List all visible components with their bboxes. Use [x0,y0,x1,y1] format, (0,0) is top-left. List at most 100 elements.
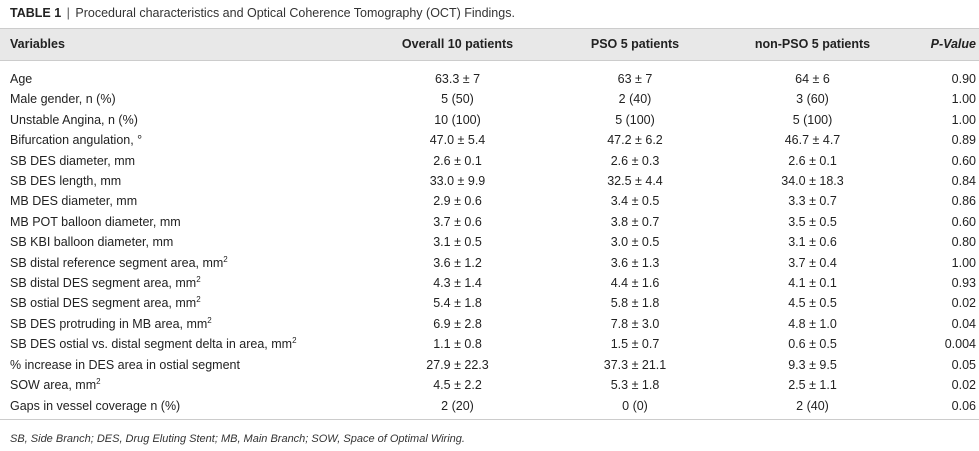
cell-p-value: 1.00 [951,92,976,107]
cell-variable: Age [0,61,350,90]
unit-superscript: 2 [207,315,212,325]
cell-pso: 3.6 ± 1.3 [610,255,660,270]
cell-non-pso: 3.1 ± 0.6 [788,235,837,250]
variable-label: Gaps in vessel coverage n (%) [10,398,181,413]
cell-variable: SB DES ostial vs. distal segment delta i… [0,334,350,354]
variable-label: Male gender, n (%) [10,92,116,107]
cell-non-pso: 4.8 ± 1.0 [788,316,837,331]
unit-superscript: 2 [196,295,201,305]
cell-p-value: 0.04 [951,316,976,331]
cell-non-pso: 64 ± 6 [795,72,830,86]
cell-p-value: 0.93 [951,276,976,291]
cell-p-value: 1.00 [951,112,976,127]
header-non-pso: non-PSO 5 patients [754,37,871,51]
cell-p-value: 0.004 [944,337,976,352]
variable-label: SB DES protruding in MB area, mm [10,316,208,331]
cell-p-value: 0.84 [951,174,976,189]
cell-variable: SB distal reference segment area, mm2 [0,253,350,273]
variable-label: SB DES diameter, mm [10,153,136,168]
cell-variable: SB DES diameter, mm [0,151,350,171]
cell-pso: 5 (100) [615,112,655,127]
table-row: % increase in DES area in ostial segment… [0,355,979,375]
cell-pso: 2 (40) [618,92,652,107]
cell-overall: 5.4 ± 1.8 [433,296,482,311]
cell-variable: SOW area, mm2 [0,375,350,395]
cell-variable: % increase in DES area in ostial segment [0,355,350,375]
cell-p-value: 0.05 [951,357,976,372]
cell-overall: 2.9 ± 0.6 [433,194,482,209]
variable-label: SB ostial DES segment area, mm [10,296,197,311]
table-row: SB ostial DES segment area, mm2 5.4 ± 1.8… [0,293,979,313]
cell-variable: SB ostial DES segment area, mm2 [0,293,350,313]
cell-p-value: 0.06 [920,395,979,420]
caption-text: Procedural characteristics and Optical C… [75,6,515,20]
cell-non-pso: 0.6 ± 0.5 [788,337,837,352]
cell-pso: 32.5 ± 4.4 [607,174,663,189]
cell-non-pso: 46.7 ± 4.7 [784,133,841,148]
cell-pso: 3.0 ± 0.5 [610,235,660,250]
cell-overall: 3.6 ± 1.2 [433,255,482,270]
cell-overall: 3.7 ± 0.6 [433,214,482,229]
table-footnote: SB, Side Branch; DES, Drug Eluting Stent… [10,433,465,445]
header-pso: PSO 5 patients [590,37,680,51]
variable-label: Age [10,72,33,86]
cell-pso: 5.3 ± 1.8 [610,378,660,393]
cell-overall: 27.9 ± 22.3 [426,357,489,372]
cell-non-pso: 34.0 ± 18.3 [781,174,844,189]
cell-p-value: 0.86 [951,194,976,209]
table-row: SOW area, mm2 4.5 ± 2.2 5.3 ± 1.8 2.5 ± 1.1… [0,375,979,395]
cell-non-pso: 5 (100) [792,112,833,127]
table-row: Male gender, n (%) 5 (50) 2 (40) 3 (60) 1.00 [0,89,979,109]
cell-non-pso: 4.5 ± 0.5 [788,296,837,311]
cell-non-pso: 3 (60) [796,92,829,107]
cell-overall: 33.0 ± 9.9 [429,174,486,189]
table-row: Bifurcation angulation, ° 47.0 ± 5.4 47.2 … [0,130,979,150]
variable-label: MB POT balloon diameter, mm [10,214,181,229]
cell-variable: MB DES diameter, mm [0,191,350,211]
cell-pso: 2.6 ± 0.3 [610,153,660,168]
cell-variable: Gaps in vessel coverage n (%) [0,395,350,420]
cell-overall: 1.1 ± 0.8 [433,337,482,352]
cell-overall: 63.3 ± 7 [434,72,481,86]
table-label: TABLE 1 [10,6,62,20]
unit-superscript: 2 [196,275,201,285]
cell-p-value: 0.02 [951,296,976,311]
cell-p-value: 1.00 [951,255,976,270]
cell-variable: Unstable Angina, n (%) [0,110,350,130]
oct-findings-table: Variables Overall 10 patients PSO 5 pati… [0,28,979,420]
cell-non-pso: 4.1 ± 0.1 [788,276,837,291]
cell-pso: 3.8 ± 0.7 [610,214,660,229]
variable-label: Bifurcation angulation, ° [10,133,143,148]
caption-separator: | [66,6,70,20]
variable-label: MB DES diameter, mm [10,194,138,209]
cell-overall: 47.0 ± 5.4 [429,133,486,148]
cell-non-pso: 3.3 ± 0.7 [788,194,837,209]
cell-pso: 63 ± 7 [617,72,653,86]
table-row: Gaps in vessel coverage n (%) 2 (20) 0 (0)… [0,395,979,420]
table-row: MB POT balloon diameter, mm 3.7 ± 0.6 3.8 … [0,212,979,232]
cell-non-pso: 3.7 ± 0.4 [788,255,837,270]
variable-label: % increase in DES area in ostial segment [10,357,240,372]
cell-p-value: 0.60 [951,214,976,229]
cell-p-value: 0.60 [951,153,976,168]
cell-overall: 10 (100) [434,112,481,127]
cell-non-pso: 2 (40) [705,395,920,420]
cell-p-value: 0.02 [951,378,976,393]
table-row: SB DES diameter, mm 2.6 ± 0.1 2.6 ± 0.3 2.6… [0,151,979,171]
cell-p-value: 0.80 [951,235,976,250]
cell-overall: 5 (50) [441,92,474,107]
table-row: SB KBI balloon diameter, mm 3.1 ± 0.5 3.0 … [0,232,979,252]
cell-variable: SB DES length, mm [0,171,350,191]
variable-label: SB distal DES segment area, mm [10,276,197,291]
header-p-value: P-Value [920,29,979,61]
table-row: SB DES protruding in MB area, mm2 6.9 ± 2… [0,314,979,334]
table-row: SB distal DES segment area, mm2 4.3 ± 1.4… [0,273,979,293]
table-caption: TABLE 1 | Procedural characteristics and… [10,6,515,20]
cell-overall: 4.3 ± 1.4 [433,276,482,291]
variable-label: SB DES length, mm [10,174,122,189]
cell-overall: 6.9 ± 2.8 [433,316,482,331]
cell-pso: 37.3 ± 21.1 [603,357,667,372]
table-row: SB distal reference segment area, mm2 3.6… [0,253,979,273]
variable-label: SOW area, mm [10,378,97,393]
variable-label: SB distal reference segment area, mm [10,255,224,270]
